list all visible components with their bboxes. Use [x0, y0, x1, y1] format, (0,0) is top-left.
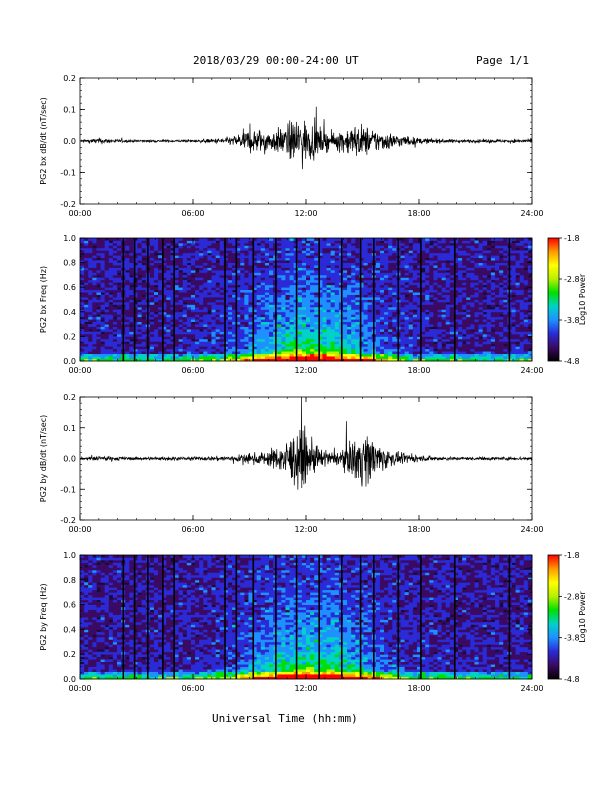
y-tick-label: 0.1	[63, 106, 76, 115]
y-tick-label: -0.2	[60, 516, 76, 525]
x-tick-label: 24:00	[520, 366, 543, 375]
y-tick-label: 0.1	[63, 424, 76, 433]
x-tick-label: 12:00	[294, 525, 317, 534]
x-tick-label: 06:00	[181, 684, 204, 693]
x-tick-label: 18:00	[407, 684, 430, 693]
y-tick-label: -0.1	[60, 485, 76, 494]
colorbar-label: Log10 Power	[578, 591, 587, 643]
x-tick-label: 12:00	[294, 209, 317, 218]
waveform-line	[79, 106, 533, 170]
y-tick-label: 0.2	[63, 332, 76, 341]
y-tick-label: 0.0	[63, 357, 76, 366]
x-tick-label: 18:00	[407, 525, 430, 534]
y-tick-label: 1.0	[63, 551, 76, 560]
y-tick-label: 1.0	[63, 234, 76, 243]
panel-2: -1.8 -2.8 -3.8 -4.8 Log10 Power 0.0 0.2 0.4 0.6 0…	[39, 234, 587, 375]
x-tick-label: 24:00	[520, 525, 543, 534]
y-tick-label: 0.8	[63, 576, 76, 585]
colorbar-tick-label: -3.8	[564, 634, 580, 643]
y-tick-label: 0.6	[63, 601, 76, 610]
y-tick-label: 0.0	[63, 455, 76, 464]
colorbar	[547, 237, 560, 362]
x-tick-label: 00:00	[68, 684, 91, 693]
y-tick-label: 0.0	[63, 137, 76, 146]
y-tick-label: 0.2	[63, 650, 76, 659]
y-axis-title: PG2 bx dB/dt (nT/sec)	[39, 97, 48, 184]
colorbar	[547, 554, 560, 680]
y-axis-title: PG2 bx Freq (Hz)	[39, 266, 48, 333]
x-tick-label: 12:00	[294, 366, 317, 375]
y-tick-label: 0.6	[63, 283, 76, 292]
colorbar-tick-label: -1.8	[564, 551, 580, 560]
x-tick-label: 00:00	[68, 366, 91, 375]
x-tick-label: 18:00	[407, 366, 430, 375]
x-tick-label: 12:00	[294, 684, 317, 693]
x-axis-title: Universal Time (hh:mm)	[212, 712, 358, 725]
colorbar-tick-label: -4.8	[564, 357, 580, 366]
y-tick-label: -0.1	[60, 169, 76, 178]
y-tick-label: 0.2	[63, 74, 76, 83]
waveform-line	[79, 396, 533, 490]
y-tick-label: -0.2	[60, 200, 76, 209]
colorbar-tick-label: -4.8	[564, 675, 580, 684]
spectrogram-cells	[80, 555, 533, 680]
y-tick-label: 0.8	[63, 259, 76, 268]
x-tick-label: 06:00	[181, 366, 204, 375]
x-tick-label: 24:00	[520, 684, 543, 693]
x-tick-label: 06:00	[181, 209, 204, 218]
y-tick-label: 0.4	[63, 308, 76, 317]
x-tick-label: 00:00	[68, 209, 91, 218]
x-tick-label: 18:00	[407, 209, 430, 218]
y-tick-label: 0.0	[63, 675, 76, 684]
colorbar-tick-label: -2.8	[564, 275, 580, 284]
y-tick-label: 0.4	[63, 625, 76, 634]
y-axis-title: PG2 by dB/dt (nT/sec)	[39, 415, 48, 502]
colorbar-tick-label: -2.8	[564, 592, 580, 601]
y-axis-title: PG2 by Freq (Hz)	[39, 583, 48, 650]
page-title: 2018/03/29 00:00-24:00 UT	[193, 54, 359, 67]
panel-3: -0.2 -0.1 0.0 0.1 0.2 00:00 06:00 12:00 18:00 24:…	[39, 393, 544, 534]
x-tick-label: 00:00	[68, 525, 91, 534]
panel-4: -1.8 -2.8 -3.8 -4.8 Log10 Power 0.0 0.2 0.4 0.6 0…	[39, 551, 587, 693]
page-number: Page 1/1	[476, 54, 529, 67]
y-tick-label: 0.2	[63, 393, 76, 402]
panel-1: -0.2 -0.1 0.0 0.1 0.2 00:00 06:00 12:00 18:00 24:…	[39, 74, 544, 218]
x-tick-label: 06:00	[181, 525, 204, 534]
colorbar-tick-label: -3.8	[564, 316, 580, 325]
colorbar-label: Log10 Power	[578, 273, 587, 325]
x-tick-label: 24:00	[520, 209, 543, 218]
colorbar-tick-label: -1.8	[564, 234, 580, 243]
